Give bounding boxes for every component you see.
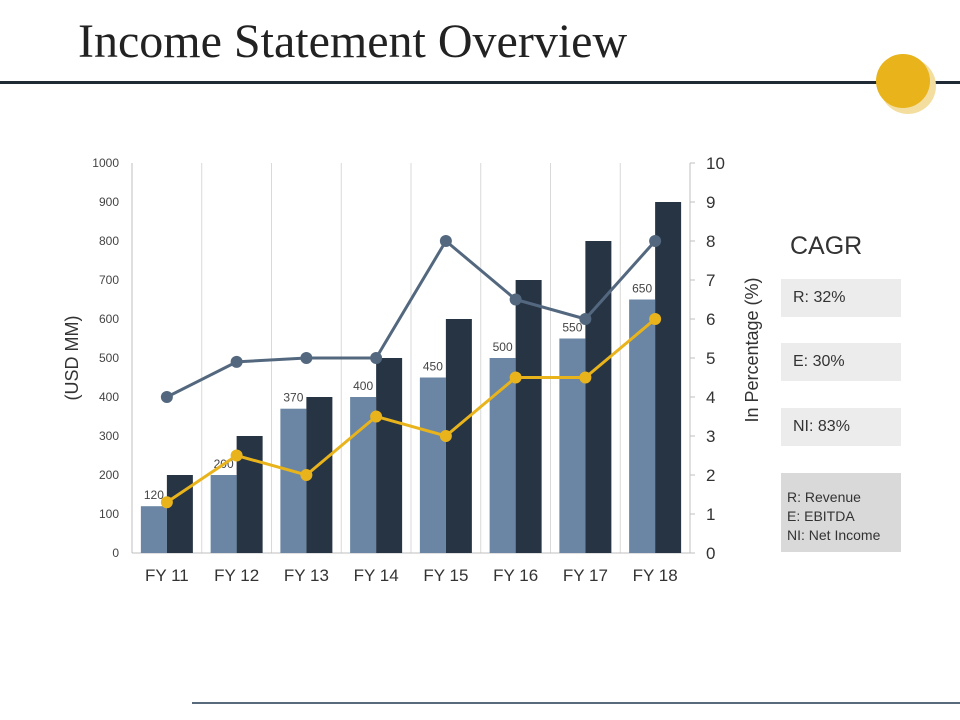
series-point [230,355,243,368]
y2-tick-label: 6 [706,310,715,329]
cagr-title: CAGR [790,232,863,260]
series-point [160,391,173,403]
series-point [439,430,452,442]
y2-tick-label: 3 [706,427,715,446]
series-point [509,293,522,306]
y-tick-label: 0 [112,546,119,560]
y-tick-label: 500 [99,351,119,365]
series-point [300,469,313,481]
bar [655,202,682,553]
bottom-divider [192,702,960,704]
slide-title: Income Statement Overview [78,15,628,68]
y2-axis-title: In Percentage (%) [742,277,762,422]
title-divider [0,81,960,84]
bar-data-label: 500 [493,340,513,354]
series-point [370,352,383,364]
bar-data-label: 650 [632,282,652,296]
x-tick-label: FY 13 [284,566,329,585]
series-point [579,313,592,325]
cagr-revenue-box: R: 32% [781,279,901,317]
y2-tick-label: 4 [706,388,715,407]
series-point [230,449,243,462]
y-tick-label: 100 [99,507,119,521]
y2-tick-label: 2 [706,466,715,485]
bar [350,397,377,553]
accent-circle [876,54,930,108]
abbreviation-legend: R: Revenue E: EBITDA NI: Net Income [781,473,901,552]
bar [515,280,542,553]
y2-tick-label: 0 [706,544,715,563]
series-point [160,496,173,509]
series-point [509,371,522,384]
y-axis-title: (USD MM) [62,316,82,401]
y-tick-label: 700 [99,273,119,287]
series-point [649,235,662,247]
x-tick-label: FY 12 [214,566,259,585]
bar-data-label: 400 [353,379,373,393]
x-tick-label: FY 14 [354,566,399,585]
y-tick-label: 800 [99,234,119,248]
cagr-net-income-box: NI: 83% [781,408,901,446]
legend-line-revenue: R: Revenue [787,489,861,505]
y2-tick-label: 9 [706,193,715,212]
y2-tick-label: 7 [706,271,715,290]
y-tick-label: 300 [99,429,119,443]
x-tick-label: FY 16 [493,566,538,585]
y2-tick-label: 8 [706,232,715,251]
y2-tick-label: 10 [706,154,725,173]
y-tick-label: 400 [99,390,119,404]
series-point [370,410,383,423]
bar-data-label: 450 [423,360,443,374]
series-line [166,238,657,399]
x-tick-label: FY 18 [633,566,678,585]
series-point [579,371,592,384]
series-line [166,317,657,504]
series-point [439,235,452,247]
bar-data-label: 550 [562,321,582,335]
bar [140,506,167,553]
y2-tick-label: 5 [706,349,715,368]
bar [376,358,403,553]
y-tick-label: 200 [99,468,119,482]
legend-line-ebitda: E: EBITDA [787,508,855,524]
bar [489,358,516,553]
bar [629,299,656,553]
x-tick-label: FY 11 [145,566,189,585]
bar [210,475,237,553]
x-tick-label: FY 15 [423,566,468,585]
series-point [300,352,313,364]
bar-data-label: 120 [144,488,164,502]
y-tick-label: 600 [99,312,119,326]
y-tick-label: 900 [99,195,119,209]
y2-tick-label: 1 [706,505,715,524]
bar [559,338,586,553]
bar-data-label: 370 [283,391,303,405]
bar [585,241,612,553]
y-tick-label: 1000 [92,156,119,170]
bar [280,408,307,553]
series-point [649,313,662,325]
cagr-ebitda-box: E: 30% [781,343,901,381]
legend-line-net-income: NI: Net Income [787,527,881,543]
x-tick-label: FY 17 [563,566,608,585]
bar [419,377,446,553]
